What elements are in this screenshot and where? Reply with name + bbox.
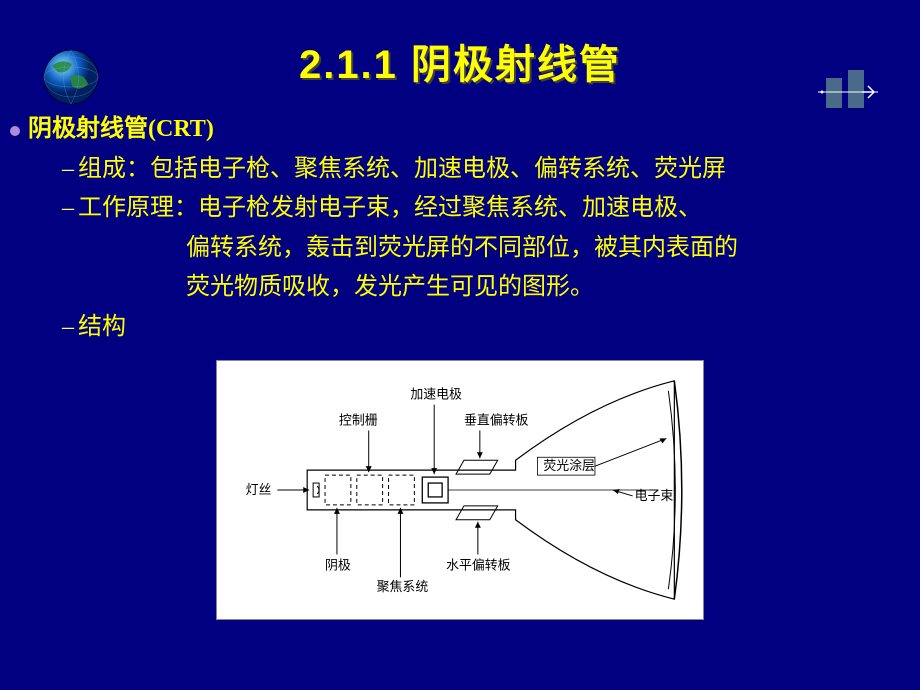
sub-content: 电子枪发射电子束，经过聚焦系统、加速电极、 — [198, 195, 702, 221]
sub-item-composition: – 组成：包括电子枪、聚焦系统、加速电极、偏转系统、荧光屏 — [10, 150, 910, 190]
label-beam: 电子束 — [635, 488, 674, 502]
label-cathode: 阴极 — [325, 558, 351, 572]
sub-label: 组成： — [78, 156, 150, 182]
label-grid: 控制栅 — [339, 413, 378, 427]
label-accel: 加速电极 — [410, 387, 462, 401]
sub-text: 工作原理：电子枪发射电子束，经过聚焦系统、加速电极、 — [78, 189, 910, 229]
sub-content: 包括电子枪、聚焦系统、加速电极、偏转系统、荧光屏 — [150, 156, 726, 182]
bullet-icon — [10, 126, 20, 136]
crt-diagram: 灯丝 控制栅 加速电极 垂直偏转板 荧光涂层 电子束 — [216, 360, 704, 620]
sub-item-principle: – 工作原理：电子枪发射电子束，经过聚焦系统、加速电极、 — [10, 189, 910, 229]
label-focus: 聚焦系统 — [377, 580, 429, 594]
indent-line: 偏转系统，轰击到荧光屏的不同部位，被其内表面的 — [10, 229, 910, 269]
sub-label: 工作原理： — [78, 195, 198, 221]
indent-line: 荧光物质吸收，发光产生可见的图形。 — [10, 268, 910, 308]
slide-content: 阴极射线管(CRT) – 组成：包括电子枪、聚焦系统、加速电极、偏转系统、荧光屏… — [0, 90, 920, 620]
globe-icon — [42, 48, 100, 106]
sub-text: 结构 — [78, 308, 910, 348]
label-filament: 灯丝 — [246, 483, 272, 497]
dash-icon: – — [62, 189, 74, 229]
label-vdef: 垂直偏转板 — [464, 413, 529, 427]
dash-icon: – — [62, 150, 74, 190]
label-hdef: 水平偏转板 — [446, 558, 511, 572]
sub-text: 组成：包括电子枪、聚焦系统、加速电极、偏转系统、荧光屏 — [78, 150, 910, 190]
slide-title: 2.1.1 阴极射线管 — [0, 0, 920, 90]
main-bullet: 阴极射线管(CRT) — [10, 110, 910, 150]
dash-icon: – — [62, 308, 74, 348]
corner-decoration — [818, 60, 878, 110]
label-phosphor: 荧光涂层 — [543, 458, 595, 473]
sub-item-structure: – 结构 — [10, 308, 910, 348]
main-heading: 阴极射线管(CRT) — [28, 110, 214, 150]
